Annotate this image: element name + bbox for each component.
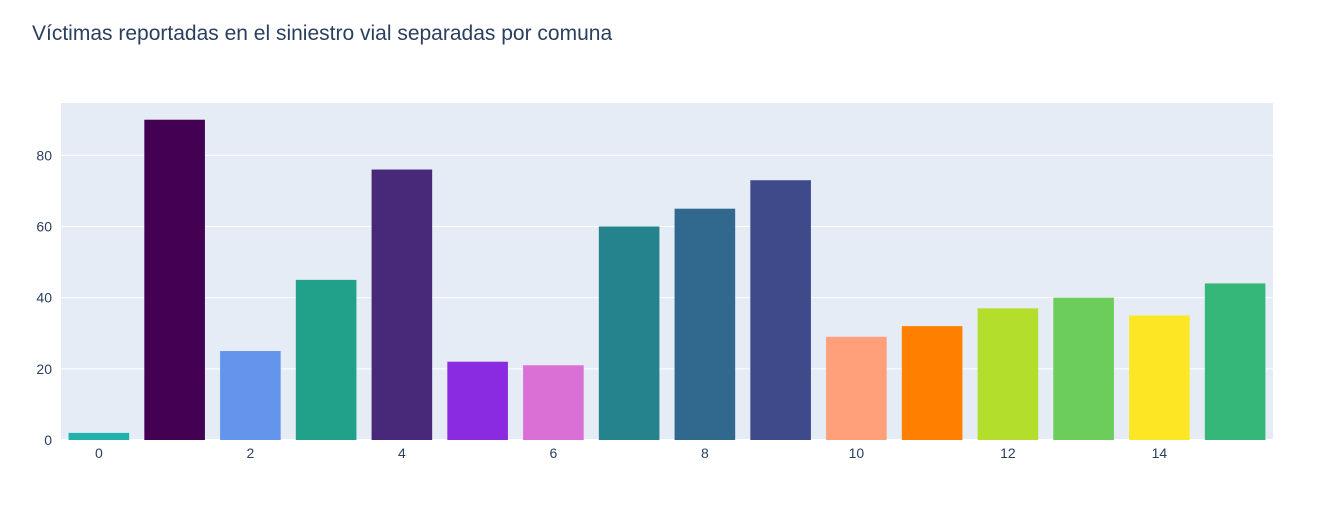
x-axis-ticks: 0 2 4 6 8 10 12 14 bbox=[95, 445, 1167, 461]
y-tick-label: 60 bbox=[36, 218, 52, 234]
x-tick-label: 6 bbox=[549, 445, 557, 461]
bar-12[interactable] bbox=[977, 308, 1039, 440]
x-tick-label: 12 bbox=[1000, 445, 1016, 461]
y-tick-label: 20 bbox=[36, 361, 52, 377]
y-axis-ticks: 0 20 40 60 80 bbox=[36, 147, 52, 448]
bar-5[interactable] bbox=[447, 361, 508, 440]
x-tick-label: 10 bbox=[849, 445, 865, 461]
bars bbox=[68, 119, 1266, 441]
bar-10[interactable] bbox=[826, 336, 887, 440]
y-tick-label: 80 bbox=[36, 147, 52, 163]
x-tick-label: 0 bbox=[95, 445, 103, 461]
bar-13[interactable] bbox=[1053, 297, 1114, 440]
y-tick-label: 0 bbox=[44, 432, 52, 448]
bar-15[interactable] bbox=[1204, 283, 1266, 440]
chart-title: Víctimas reportadas en el siniestro vial… bbox=[32, 22, 612, 45]
x-tick-label: 8 bbox=[701, 445, 709, 461]
bar-14[interactable] bbox=[1129, 315, 1190, 440]
bar-0[interactable] bbox=[68, 432, 130, 440]
bar-1[interactable] bbox=[144, 119, 205, 440]
bar-9[interactable] bbox=[750, 180, 811, 441]
x-tick-label: 14 bbox=[1152, 445, 1168, 461]
y-tick-label: 40 bbox=[36, 290, 52, 306]
bar-8[interactable] bbox=[674, 208, 736, 440]
bar-6[interactable] bbox=[523, 365, 584, 440]
bar-11[interactable] bbox=[901, 326, 963, 440]
bar-4[interactable] bbox=[371, 169, 433, 440]
x-tick-label: 2 bbox=[246, 445, 254, 461]
x-tick-label: 4 bbox=[398, 445, 406, 461]
bar-2[interactable] bbox=[220, 351, 281, 440]
bar-3[interactable] bbox=[295, 279, 357, 440]
bar-7[interactable] bbox=[598, 226, 660, 440]
